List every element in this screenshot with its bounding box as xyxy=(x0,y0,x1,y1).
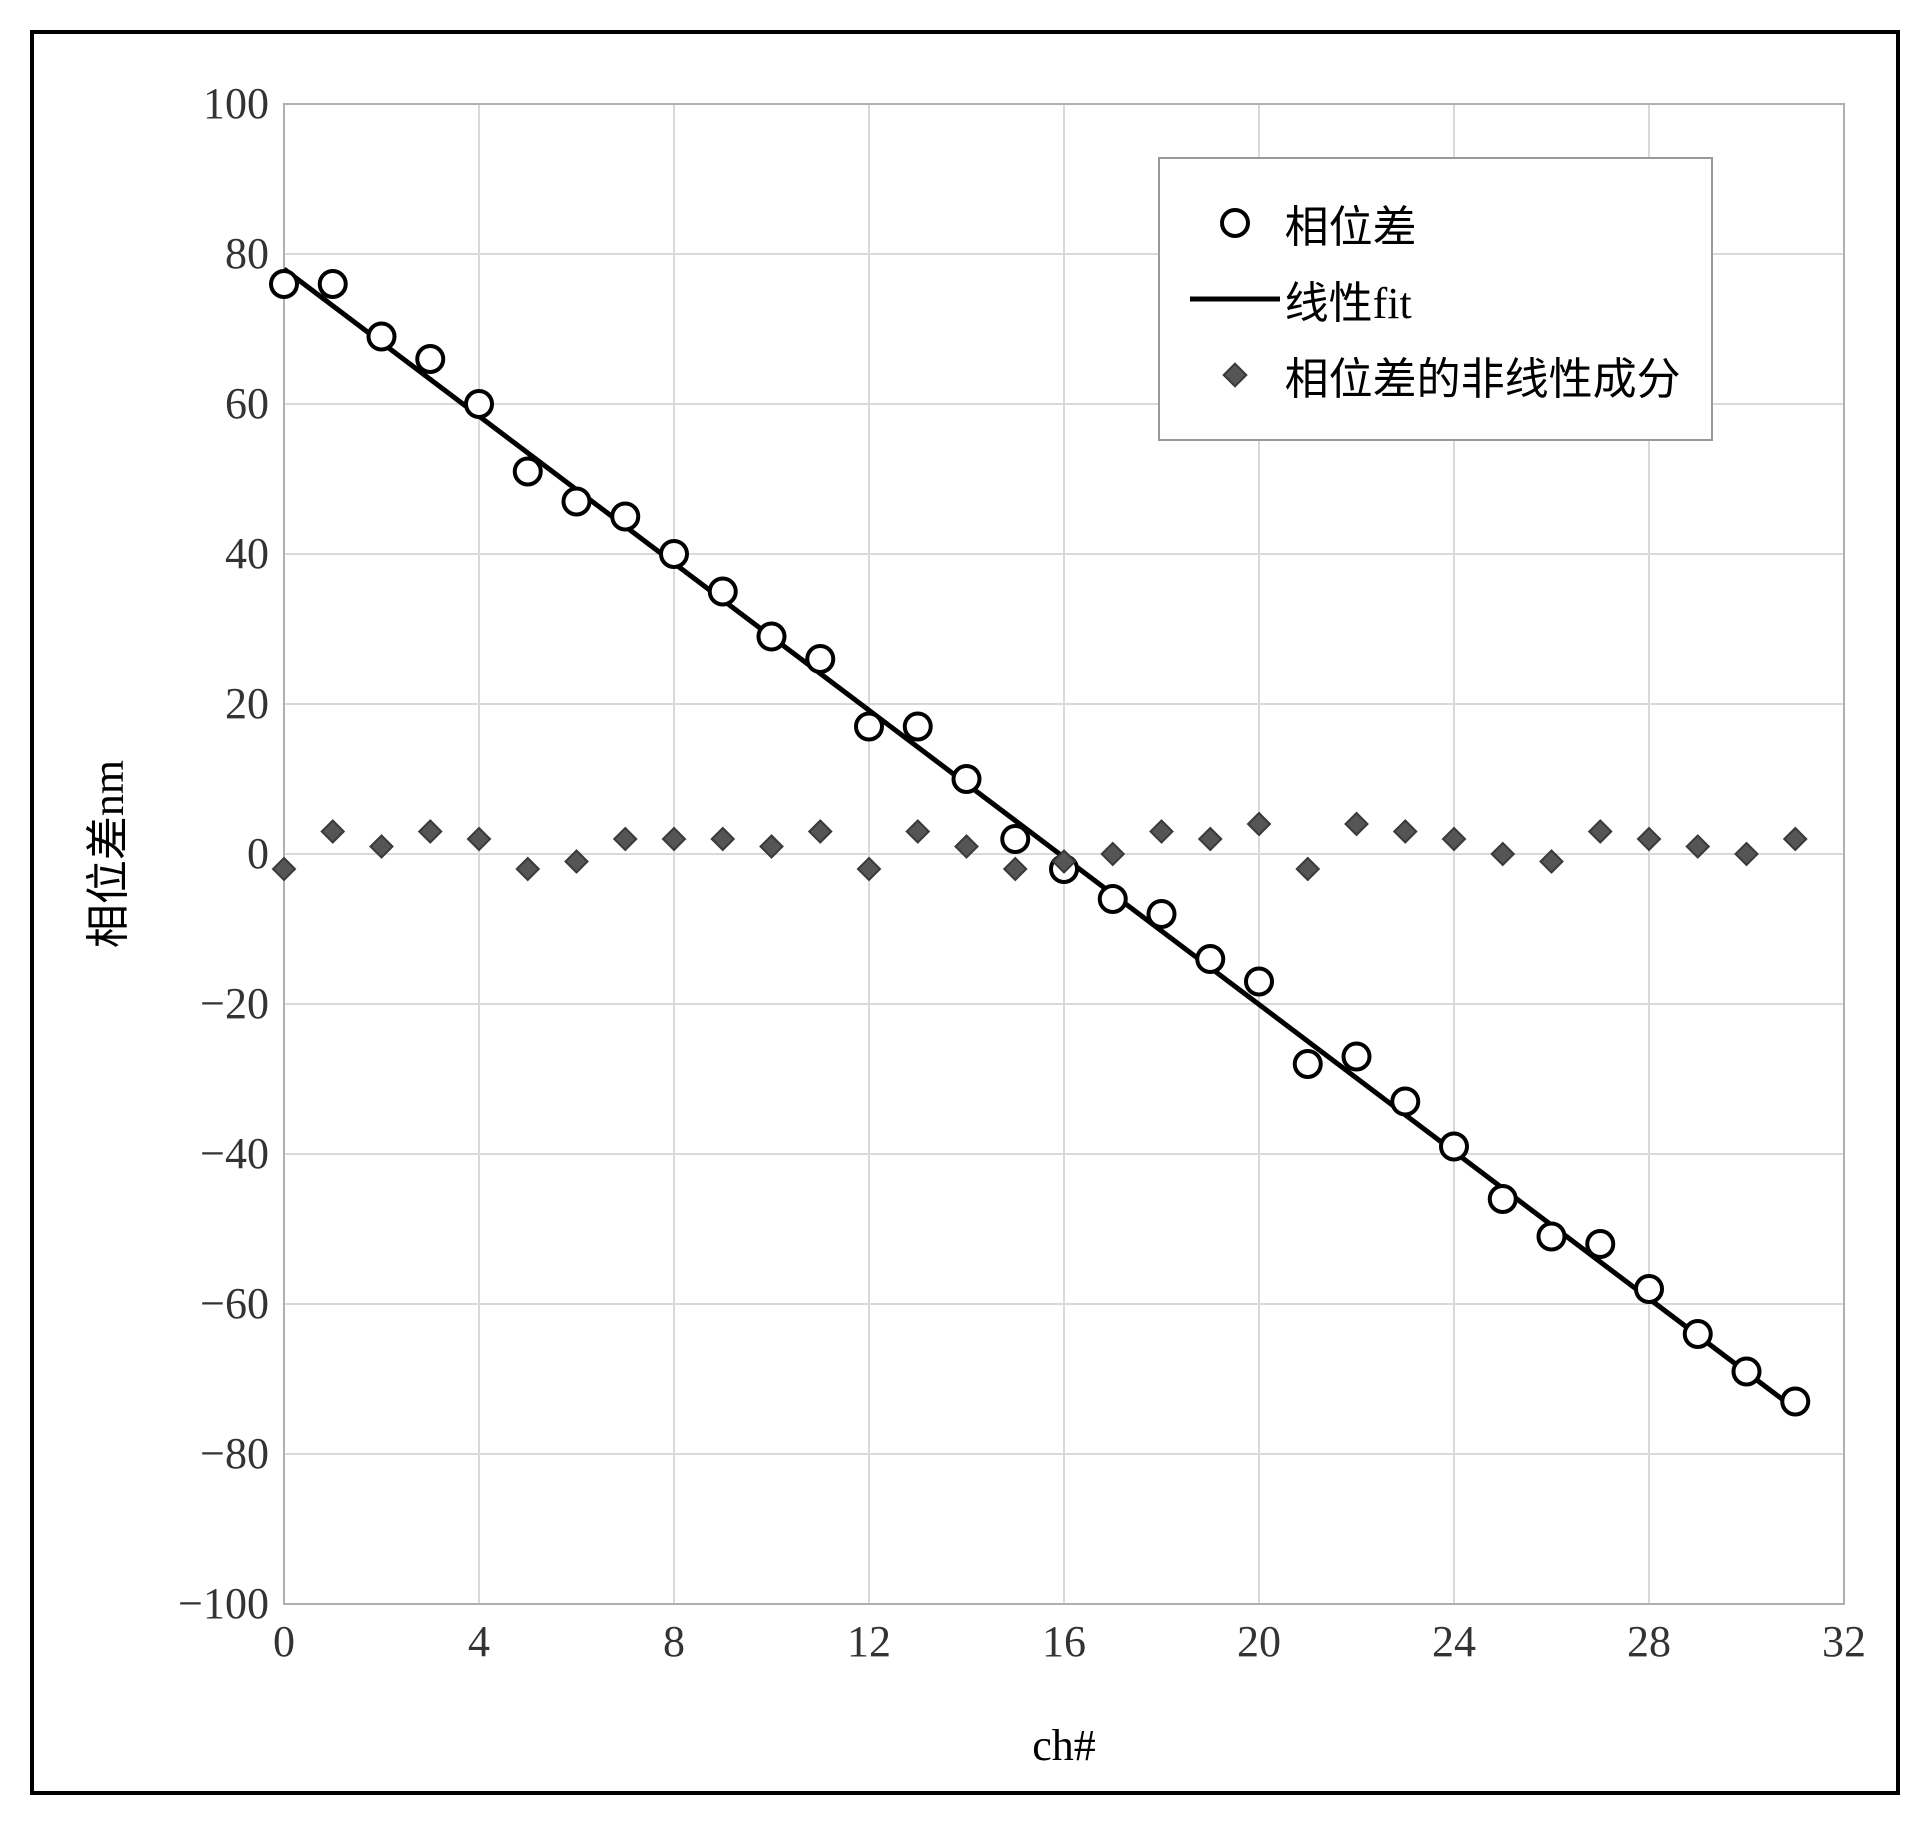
y-tick-label: 100 xyxy=(203,78,269,129)
legend-label: 相位差的非线性成分 xyxy=(1285,343,1681,407)
legend-label: 线性fit xyxy=(1285,267,1412,331)
y-tick-label: 80 xyxy=(225,228,269,279)
y-tick-label: −20 xyxy=(200,978,269,1029)
x-axis-label-text: ch# xyxy=(1032,1721,1096,1770)
x-tick-label: 24 xyxy=(1432,1616,1476,1667)
y-tick-label: 60 xyxy=(225,378,269,429)
y-tick-label: −80 xyxy=(200,1428,269,1479)
x-tick-label: 16 xyxy=(1042,1616,1086,1667)
y-tick-label: −60 xyxy=(200,1278,269,1329)
legend-entry-linear-fit: 线性fit xyxy=(1185,267,1681,331)
legend-marker-diamond xyxy=(1185,355,1285,395)
x-tick-label: 4 xyxy=(468,1616,490,1667)
y-tick-label: 20 xyxy=(225,678,269,729)
y-tick-label: −40 xyxy=(200,1128,269,1179)
y-tick-label: −100 xyxy=(178,1578,269,1629)
x-tick-label: 12 xyxy=(847,1616,891,1667)
legend-label: 相位差 xyxy=(1285,191,1417,255)
legend-marker-circle xyxy=(1185,203,1285,243)
chart-frame: 相位差nm ch# 相位差 线性fit 相位差的非线性成分 −100 −80 −60… xyxy=(30,30,1900,1795)
y-axis-label-text: 相位差nm xyxy=(84,760,133,948)
y-tick-label: 0 xyxy=(247,828,269,879)
y-axis-label: 相位差nm xyxy=(72,760,136,948)
x-tick-label: 8 xyxy=(663,1616,685,1667)
x-tick-label: 28 xyxy=(1627,1616,1671,1667)
y-tick-label: 40 xyxy=(225,528,269,579)
legend: 相位差 线性fit 相位差的非线性成分 xyxy=(1158,157,1713,441)
legend-entry-nonlinear: 相位差的非线性成分 xyxy=(1185,343,1681,407)
legend-entry-phase-diff: 相位差 xyxy=(1185,191,1681,255)
x-tick-label: 0 xyxy=(273,1616,295,1667)
x-axis-label: ch# xyxy=(1032,1720,1096,1771)
x-tick-label: 32 xyxy=(1822,1616,1866,1667)
x-tick-label: 20 xyxy=(1237,1616,1281,1667)
legend-marker-line xyxy=(1185,289,1285,309)
